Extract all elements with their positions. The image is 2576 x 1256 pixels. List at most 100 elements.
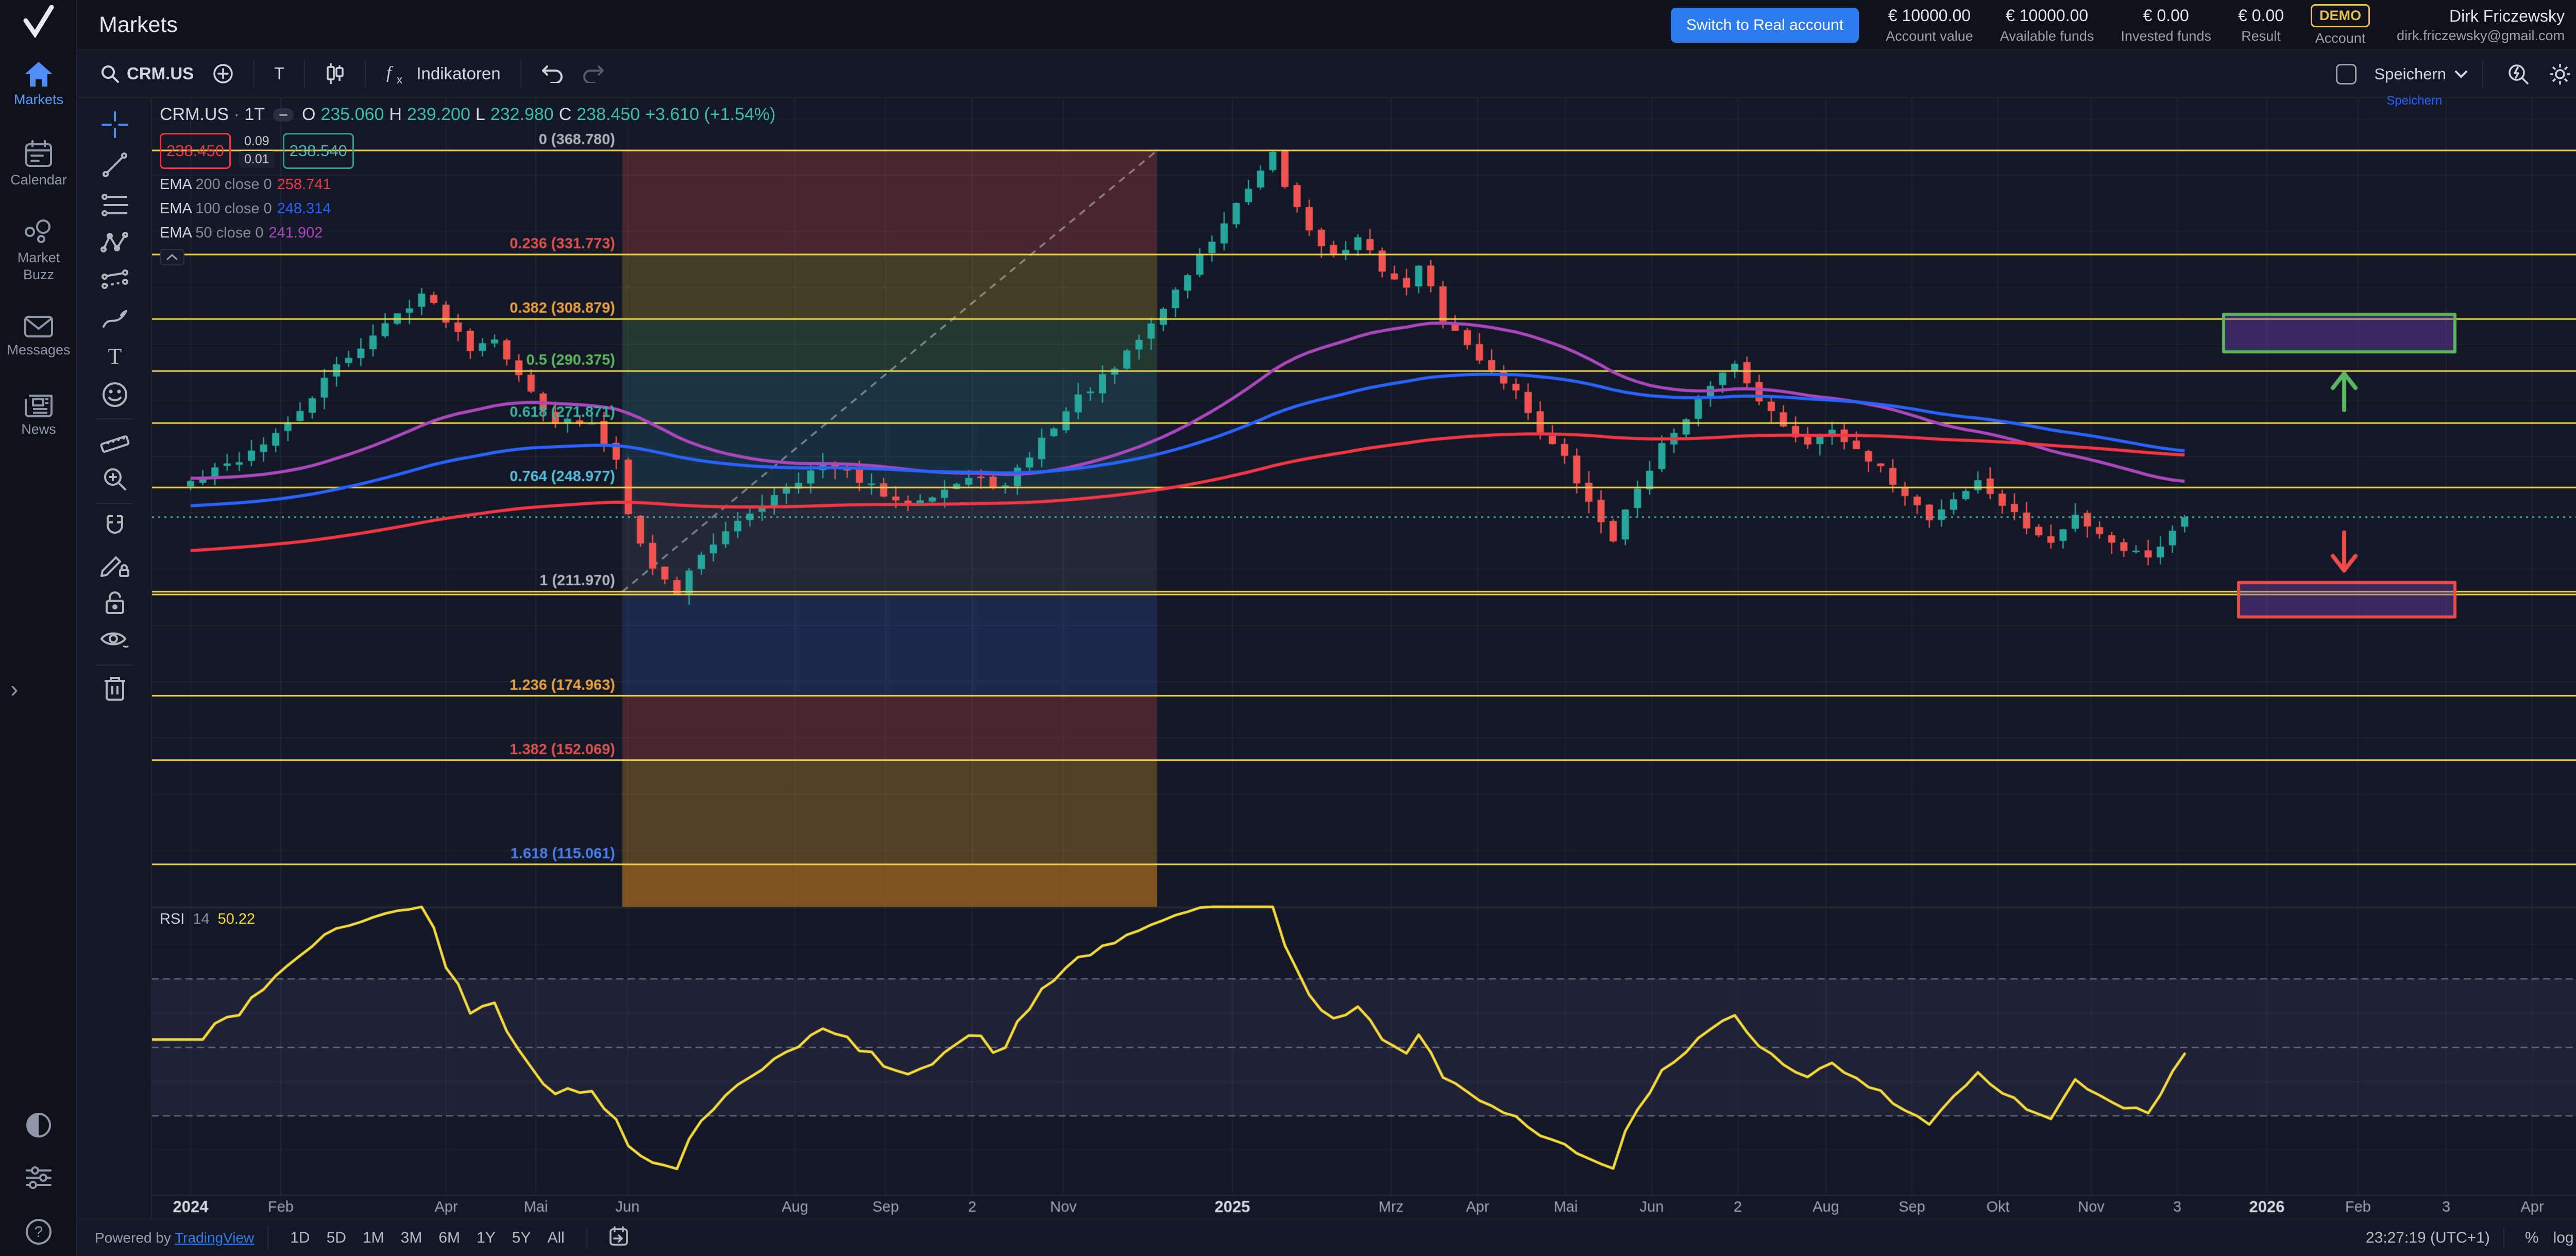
gear-icon xyxy=(2550,64,2570,84)
rsi-legend: RSI 14 50.22 xyxy=(160,911,256,927)
percent-scale-button[interactable]: % xyxy=(2524,1229,2539,1246)
smiley-icon xyxy=(102,382,127,407)
chevron-up-icon xyxy=(166,253,178,260)
clock-timezone[interactable]: 23:27:19 (UTC+1) xyxy=(2365,1229,2490,1246)
undo-icon xyxy=(541,65,563,83)
question-icon: ? xyxy=(26,1219,52,1245)
log-scale-button[interactable]: log xyxy=(2553,1229,2574,1246)
lock-icon xyxy=(105,591,124,614)
layout-checkbox[interactable] xyxy=(2336,64,2357,84)
ruler-icon xyxy=(100,435,129,453)
magnet-icon xyxy=(106,515,123,534)
page-title: Markets xyxy=(99,12,178,37)
hide-drawings-tool[interactable] xyxy=(77,626,152,656)
switch-to-real-account-button[interactable]: Switch to Real account xyxy=(1671,8,1859,43)
save-layout-button[interactable]: Speichern Speichern xyxy=(2374,65,2468,108)
help-button[interactable]: ? xyxy=(0,1218,77,1246)
preferences-button[interactable] xyxy=(0,1165,77,1190)
svg-text:f: f xyxy=(386,63,394,82)
xabcd-icon xyxy=(100,232,128,252)
theme-contrast-button[interactable] xyxy=(0,1112,77,1139)
range-all-button[interactable]: All xyxy=(547,1229,565,1246)
stat-result: € 0.00 Result xyxy=(2238,6,2284,44)
redo-button[interactable] xyxy=(573,59,614,88)
remove-drawings-tool[interactable] xyxy=(77,674,152,705)
fib-lines-icon xyxy=(101,194,128,216)
calendar-arrow-icon xyxy=(609,1226,628,1246)
redo-icon xyxy=(583,65,604,83)
object-tree-expand-button[interactable]: › xyxy=(10,675,19,702)
measure-tool[interactable] xyxy=(77,428,152,457)
user-info: Dirk Friczewsky dirk.friczewsky@gmail.com xyxy=(2397,7,2565,43)
range-3m-button[interactable]: 3M xyxy=(400,1229,422,1246)
sidebar-item-label: Messages xyxy=(7,342,71,358)
bubbles-icon xyxy=(25,219,50,243)
pattern-tool[interactable] xyxy=(77,229,152,260)
market-status-chip[interactable] xyxy=(273,108,294,122)
lock-all-tool[interactable] xyxy=(77,588,152,620)
projection-tool[interactable] xyxy=(77,266,152,297)
range-6m-button[interactable]: 6M xyxy=(438,1229,461,1246)
sidebar-item-messages[interactable]: Messages xyxy=(0,315,77,358)
chart-settings-button[interactable] xyxy=(2539,57,2576,91)
svg-text:x: x xyxy=(397,73,402,84)
range-1y-button[interactable]: 1Y xyxy=(477,1229,496,1246)
contrast-icon xyxy=(26,1113,51,1138)
symbol-search-button[interactable]: CRM.US xyxy=(91,59,203,89)
quick-scan-button[interactable] xyxy=(2498,58,2539,91)
crosshair-icon xyxy=(101,111,128,138)
text-icon: T xyxy=(108,344,122,369)
envelope-icon xyxy=(24,316,53,337)
compare-add-symbol-button[interactable] xyxy=(203,58,243,90)
trendline-tool[interactable] xyxy=(77,150,152,182)
drawing-mode-tool[interactable] xyxy=(77,550,152,582)
sidebar-item-markets[interactable]: Markets xyxy=(0,61,77,107)
symbol-label: CRM.US xyxy=(127,64,194,83)
zoom-in-icon xyxy=(104,468,126,490)
legend-collapse-button[interactable] xyxy=(160,249,184,265)
crosshair-tool[interactable] xyxy=(77,110,152,142)
bolt-search-icon xyxy=(2509,64,2529,84)
brush-tool[interactable] xyxy=(77,304,152,335)
range-1m-button[interactable]: 1M xyxy=(362,1229,384,1246)
sidebar-item-label: Markets xyxy=(13,92,64,107)
text-tool[interactable]: T xyxy=(77,342,152,374)
ohlc-values: O 235.060 H 239.200 L 232.980 C 238.450 +3.6… xyxy=(302,105,776,124)
home-icon xyxy=(25,62,53,87)
sliders-icon xyxy=(26,1166,52,1189)
tradingview-link[interactable]: TradingView xyxy=(175,1229,255,1246)
stat-available-funds: € 10000.00 Available funds xyxy=(1999,6,2094,44)
undo-button[interactable] xyxy=(532,59,573,88)
magnet-tool[interactable] xyxy=(77,512,152,544)
chart-style-button[interactable] xyxy=(315,57,354,90)
sidebar-item-market-buzz[interactable]: Market Buzz xyxy=(0,218,77,283)
drawing-toolbar: T xyxy=(77,98,152,1218)
buy-button[interactable]: 238.540 xyxy=(282,133,354,169)
svg-text:T: T xyxy=(108,344,122,369)
account-cluster: Switch to Real account € 10000.00 Account… xyxy=(1671,0,2576,50)
interval-button[interactable]: T xyxy=(274,64,285,83)
sidebar-item-news[interactable]: News xyxy=(0,393,77,437)
range-1d-button[interactable]: 1D xyxy=(290,1229,310,1246)
zoom-in-tool[interactable] xyxy=(77,465,152,496)
goto-date-button[interactable] xyxy=(601,1221,637,1254)
chart-footer: Powered by TradingView 1D 5D 1M 3M 6M 1Y… xyxy=(77,1218,2576,1256)
candles-icon xyxy=(327,63,344,84)
sell-button[interactable]: 238.450 xyxy=(160,133,231,169)
sidebar-item-calendar[interactable]: Calendar xyxy=(0,140,77,188)
demo-account-badge: DEMO Account xyxy=(2311,4,2370,46)
search-icon xyxy=(101,65,119,83)
sidebar-item-label: News xyxy=(21,421,56,437)
price-chart-canvas[interactable] xyxy=(152,98,2576,1218)
sidebar-item-label: Market Buzz xyxy=(17,250,60,282)
emoji-tool[interactable] xyxy=(77,380,152,412)
range-5y-button[interactable]: 5Y xyxy=(512,1229,531,1246)
parallel-lines-icon xyxy=(101,269,128,289)
brush-icon xyxy=(102,310,127,328)
svg-text:?: ? xyxy=(35,1224,43,1241)
range-5d-button[interactable]: 5D xyxy=(326,1229,346,1246)
fib-retracement-tool[interactable] xyxy=(77,191,152,222)
